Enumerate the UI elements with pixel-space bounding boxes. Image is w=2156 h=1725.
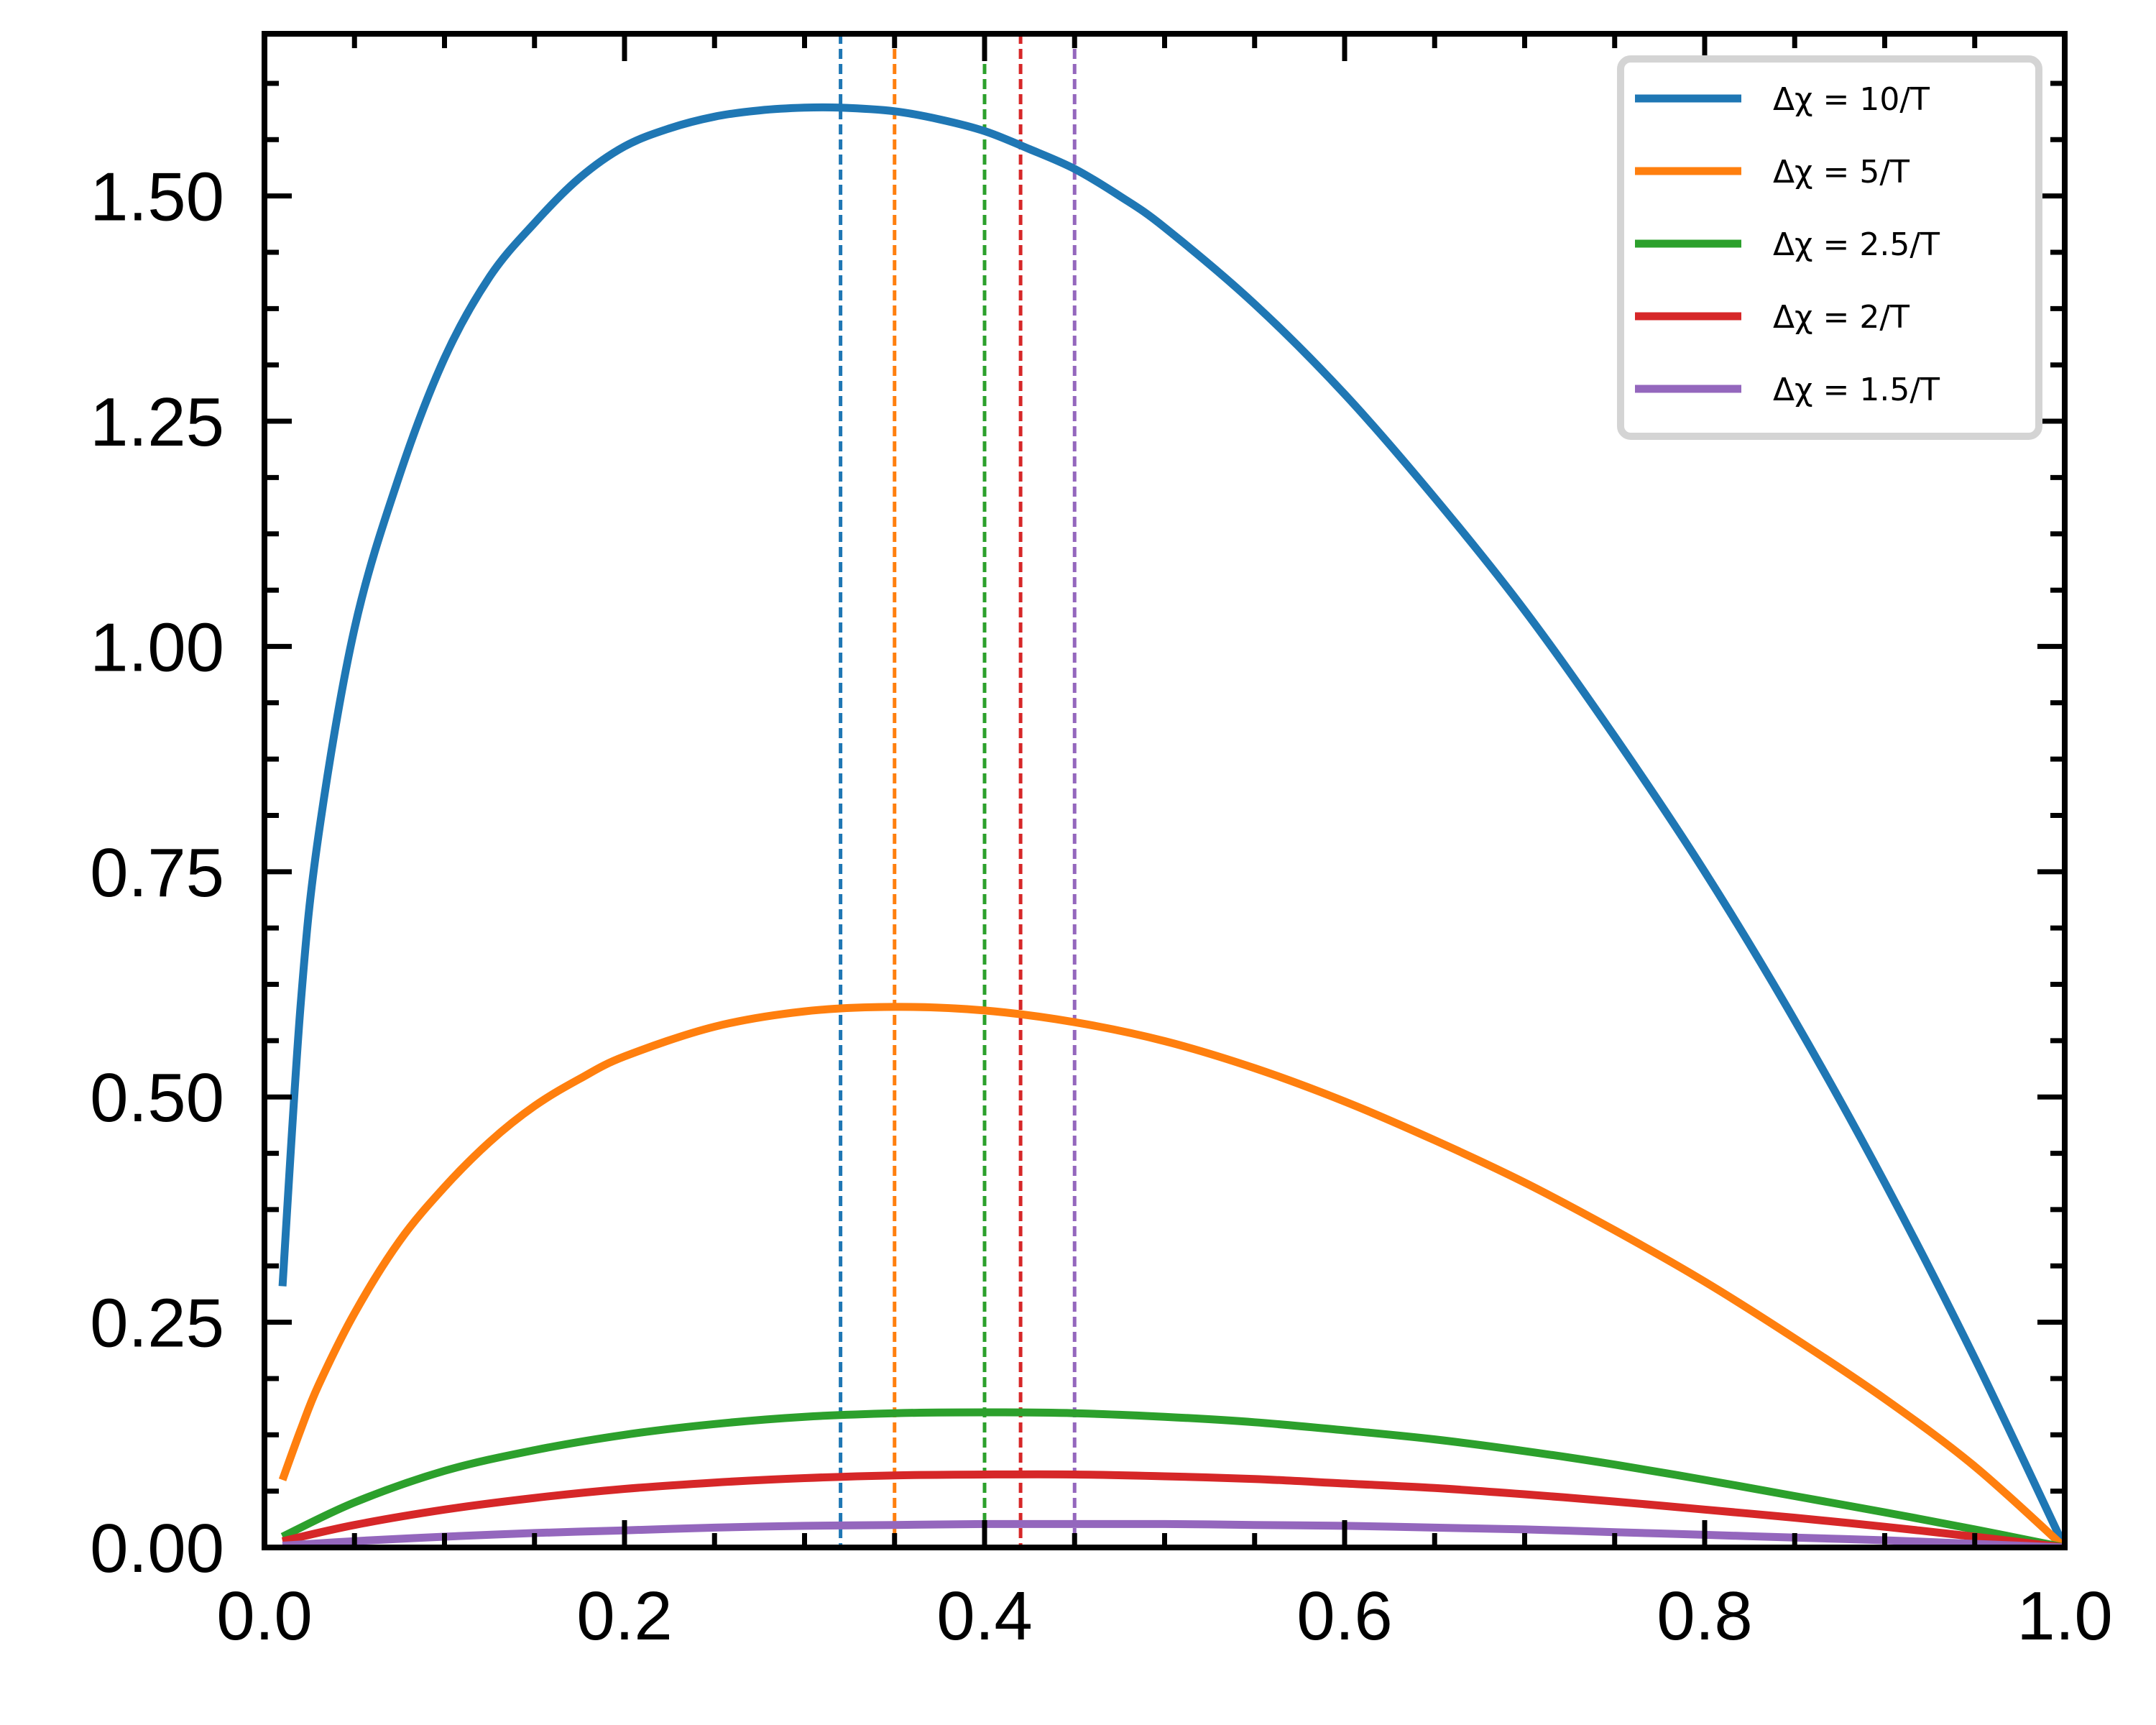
legend-label-4: Δχ = 2/T xyxy=(1773,299,1909,336)
axes: 0.0 0.2 0.4 0.6 0.8 1.0 0.00 0.25 0.50 0.75 1.00 1.… xyxy=(90,31,2113,1655)
x-tick-label: 1.0 xyxy=(2017,1578,2112,1655)
y-tick-label: 0.75 xyxy=(90,834,224,911)
legend-label-1: Δχ = 10/T xyxy=(1773,81,1930,118)
series-line-3 xyxy=(280,1408,2065,1547)
y-tick-label: 0.50 xyxy=(90,1059,224,1136)
y-tick-label: 1.50 xyxy=(90,159,224,236)
legend: Δχ = 10/T Δχ = 5/T Δχ = 2.5/T Δχ = 2/T Δχ = … xyxy=(1617,55,2042,440)
series-line-1 xyxy=(278,103,2065,1547)
legend-label-5: Δχ = 1.5/T xyxy=(1773,372,1940,408)
x-tick-label: 0.6 xyxy=(1296,1578,1392,1655)
legend-label-3: Δχ = 2.5/T xyxy=(1773,226,1940,263)
x-tick-label: 0.8 xyxy=(1657,1578,1752,1655)
legend-label-2: Δχ = 5/T xyxy=(1773,154,1909,190)
x-tick-label: 0.0 xyxy=(216,1578,312,1655)
y-tick-label: 0.25 xyxy=(90,1285,224,1362)
plot-area xyxy=(278,34,2065,1547)
y-tick-label: 1.00 xyxy=(90,609,224,686)
x-tick-label: 0.2 xyxy=(576,1578,672,1655)
series-line-2 xyxy=(278,1003,2065,1547)
x-tick-label: 0.4 xyxy=(936,1578,1032,1655)
y-tick-label: 1.25 xyxy=(90,384,224,461)
legend-box xyxy=(1617,55,2042,440)
series-line-5 xyxy=(282,1519,2065,1547)
series-line-4 xyxy=(281,1470,2065,1547)
y-tick-label: 0.00 xyxy=(90,1510,224,1587)
